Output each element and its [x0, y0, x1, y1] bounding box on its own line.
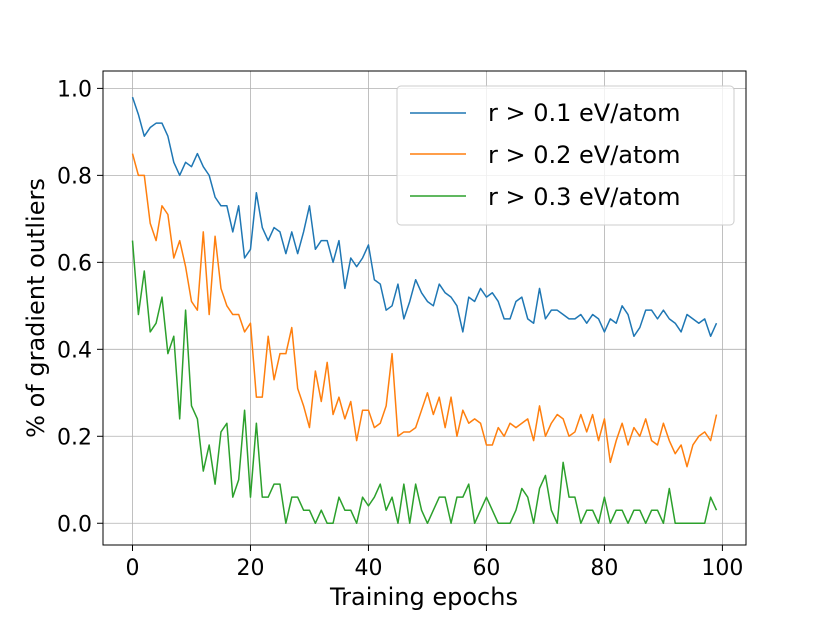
x-tick-label: 20: [236, 556, 264, 581]
x-axis: 0 20 40 60 80 100: [125, 545, 743, 581]
series-line-1: [131, 96, 718, 338]
x-tick-label: 0: [125, 556, 139, 581]
y-axis-label: % of gradient outliers: [22, 178, 50, 438]
series-line-3: [131, 240, 718, 525]
series-group: [131, 96, 718, 525]
y-tick-label: 0.8: [57, 164, 92, 189]
legend: r > 0.1 eV/atom r > 0.2 eV/atom r > 0.3 …: [396, 85, 735, 226]
y-axis: 0.0 0.2 0.4 0.6 0.8 1.0: [57, 77, 103, 537]
y-tick-label: 1.0: [57, 77, 92, 102]
plot-frame: [102, 70, 747, 546]
y-tick-label: 0.0: [57, 512, 92, 537]
y-tick-label: 0.2: [57, 425, 92, 450]
y-tick-label: 0.6: [57, 251, 92, 276]
x-axis-label: Training epochs: [329, 583, 518, 611]
x-tick-label: 80: [590, 556, 618, 581]
x-tick-label: 100: [701, 556, 743, 581]
legend-box: [396, 85, 735, 226]
y-tick-label: 0.4: [57, 338, 92, 363]
x-tick-label: 60: [472, 556, 500, 581]
legend-label-series-3: r > 0.3 eV/atom: [488, 183, 680, 211]
legend-label-series-1: r > 0.1 eV/atom: [488, 99, 680, 127]
legend-label-series-2: r > 0.2 eV/atom: [488, 141, 680, 169]
x-tick-label: 40: [354, 556, 382, 581]
series-line-2: [131, 153, 718, 468]
